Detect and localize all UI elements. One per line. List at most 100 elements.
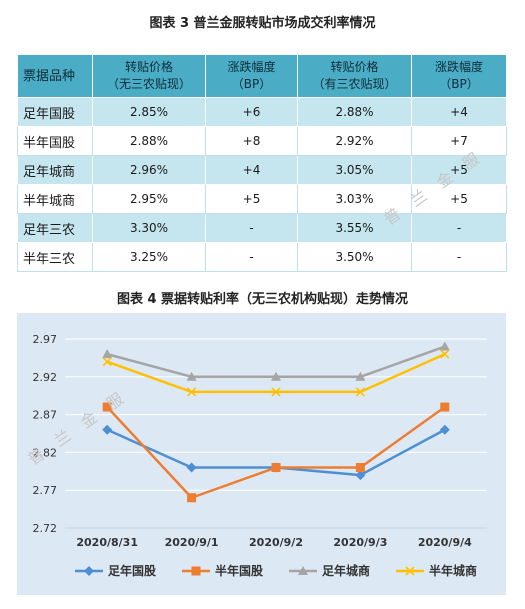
- data-point: [102, 357, 112, 367]
- table-cell: 足年国股: [17, 97, 93, 127]
- data-point: [355, 470, 366, 481]
- table-cell: 3.30%: [92, 213, 206, 243]
- line-chart: 2.72 2.77 2.82 2.87 2.92 2.97 2020/8/31 2020/9/…: [17, 313, 506, 595]
- data-point: [102, 402, 112, 412]
- data-point: [187, 493, 197, 503]
- chart-background: [17, 313, 506, 595]
- header-cell: 涨跌幅度 （BP）: [205, 54, 298, 98]
- data-point: [355, 463, 365, 473]
- chart-area: 2.72 2.77 2.82 2.87 2.92 2.97 2020/8/31 2020/9/…: [17, 313, 506, 595]
- table-cell: 3.03%: [297, 184, 412, 214]
- table-cell: -: [411, 242, 507, 272]
- y-tick-label: 2.82: [33, 446, 58, 459]
- legend-marker: [298, 566, 308, 575]
- legend-label: 半年国股: [215, 563, 264, 578]
- data-point-stroke: [440, 349, 450, 359]
- table-cell: 3.25%: [92, 242, 206, 272]
- data-point: [440, 349, 450, 359]
- table-cell: 足年三农: [17, 213, 93, 243]
- table-cell: 3.55%: [297, 213, 412, 243]
- table-row: 半年三农 3.25% - 3.50% -: [17, 242, 507, 272]
- table-cell: 2.88%: [92, 126, 206, 156]
- chart-title: 图表 4 票据转贴利率（无三农机构贴现）走势情况: [116, 292, 409, 307]
- header-cell: 涨跌幅度 （BP）: [411, 54, 507, 98]
- legend-marker-stroke: [405, 566, 415, 576]
- header-cell: 转贴价格 （无三农贴现）: [92, 54, 206, 98]
- header-text: 转贴价格: [124, 60, 173, 74]
- x-tick-label: 2020/9/2: [249, 536, 303, 549]
- table-cell: -: [205, 213, 298, 243]
- x-tick-label: 2020/9/3: [333, 536, 387, 549]
- legend-marker: [191, 566, 201, 576]
- x-tick-label: 2020/8/31: [76, 536, 138, 549]
- table-cell: +8: [205, 126, 298, 156]
- table-cell: -: [411, 213, 507, 243]
- y-tick-label: 2.72: [33, 522, 58, 535]
- table-cell: 2.92%: [297, 126, 412, 156]
- table-header-row: 票据品种 转贴价格 （无三农贴现） 涨跌幅度 （BP） 转贴价格 （有三农贴现） 涨跌…: [17, 54, 507, 98]
- table-cell: 2.95%: [92, 184, 206, 214]
- header-subtext: （BP）: [439, 77, 479, 91]
- header-cell: 票据品种: [17, 54, 93, 98]
- table-cell: 足年城商: [17, 155, 93, 185]
- legend-label: 足年国股: [108, 563, 157, 578]
- header-cell: 转贴价格 （有三农贴现）: [297, 54, 412, 98]
- table-cell: -: [205, 242, 298, 272]
- legend-marker: [405, 566, 415, 576]
- data-point: [271, 463, 281, 473]
- data-point: [271, 371, 281, 381]
- table-title: 图表 3 普兰金服转贴市场成交利率情况: [149, 16, 376, 31]
- data-point: [439, 424, 450, 435]
- data-point: [186, 371, 197, 381]
- y-tick-label: 2.87: [33, 409, 58, 422]
- header-subtext: （无三农贴现）: [106, 77, 191, 91]
- table-cell: +7: [411, 126, 507, 156]
- table-cell: 半年城商: [17, 184, 93, 214]
- header-text: 票据品种: [23, 68, 76, 84]
- data-point-stroke: [187, 387, 197, 397]
- table-row: 足年国股 2.85% +6 2.88% +4: [17, 97, 507, 127]
- table-cell: +4: [205, 155, 298, 185]
- table-cell: +6: [205, 97, 298, 127]
- legend-marker: [84, 566, 94, 576]
- header-subtext: （有三农贴现）: [312, 77, 397, 91]
- table-cell: 3.50%: [297, 242, 412, 272]
- header-text: 转贴价格: [330, 60, 379, 74]
- table-cell: 2.96%: [92, 155, 206, 185]
- table-cell: +5: [411, 184, 507, 214]
- data-point: [355, 387, 365, 397]
- table-cell: 半年国股: [17, 126, 93, 156]
- data-point-stroke: [271, 387, 281, 397]
- data-point: [102, 424, 113, 435]
- data-point: [355, 371, 366, 381]
- table-cell: +4: [411, 97, 507, 127]
- x-tick-label: 2020/9/4: [418, 536, 472, 549]
- legend-label: 半年城商: [429, 563, 477, 578]
- table-row: 足年三农 3.30% - 3.55% -: [17, 213, 507, 243]
- data-point: [186, 462, 197, 473]
- table-cell: 2.85%: [92, 97, 206, 127]
- table-cell: +5: [205, 184, 298, 214]
- y-tick-label: 2.97: [33, 333, 58, 346]
- table-row: 半年城商 2.95% +5 3.03% +5: [17, 184, 507, 214]
- header-text: 涨跌幅度: [227, 60, 276, 74]
- y-tick-label: 2.77: [33, 484, 58, 497]
- data-point-stroke: [102, 357, 112, 367]
- x-tick-label: 2020/9/1: [165, 536, 219, 549]
- rate-table: 票据品种 转贴价格 （无三农贴现） 涨跌幅度 （BP） 转贴价格 （有三农贴现） 涨跌…: [17, 54, 507, 272]
- legend-label: 足年城商: [322, 563, 370, 578]
- data-point: [187, 387, 197, 397]
- table-cell: 半年三农: [17, 242, 93, 272]
- data-point-stroke: [355, 387, 365, 397]
- data-point: [102, 349, 113, 359]
- data-point: [440, 402, 450, 412]
- y-tick-label: 2.92: [33, 371, 58, 384]
- table-row: 半年国股 2.88% +8 2.92% +7: [17, 126, 507, 156]
- table-cell: 2.88%: [297, 97, 412, 127]
- table-cell: 3.05%: [297, 155, 412, 185]
- table-cell: +5: [411, 155, 507, 185]
- header-subtext: （BP）: [231, 77, 272, 91]
- data-point: [271, 387, 281, 397]
- data-point: [439, 341, 450, 351]
- table-row: 足年城商 2.96% +4 3.05% +5: [17, 155, 507, 185]
